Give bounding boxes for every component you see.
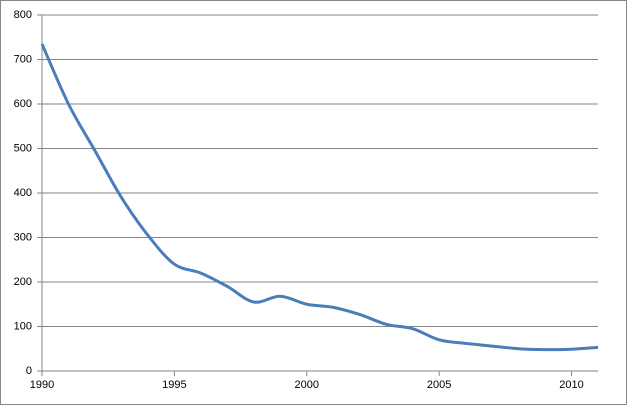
x-tick-label: 2005 — [427, 379, 451, 391]
y-tick-label: 400 — [14, 187, 32, 199]
x-tick-label: 2000 — [295, 379, 319, 391]
y-tick-label: 700 — [14, 53, 32, 65]
series-line — [40, 43, 599, 352]
y-tick-label: 300 — [14, 231, 32, 243]
y-tick-label: 0 — [26, 365, 32, 377]
x-tick-label: 1990 — [30, 379, 54, 391]
x-tick-label: 1995 — [162, 379, 186, 391]
x-tick-label: 2010 — [559, 379, 583, 391]
y-tick-label: 100 — [14, 320, 32, 332]
y-tick-label: 800 — [14, 9, 32, 21]
y-tick-label: 500 — [14, 142, 32, 154]
y-tick-label: 200 — [14, 276, 32, 288]
y-tick-label: 600 — [14, 98, 32, 110]
